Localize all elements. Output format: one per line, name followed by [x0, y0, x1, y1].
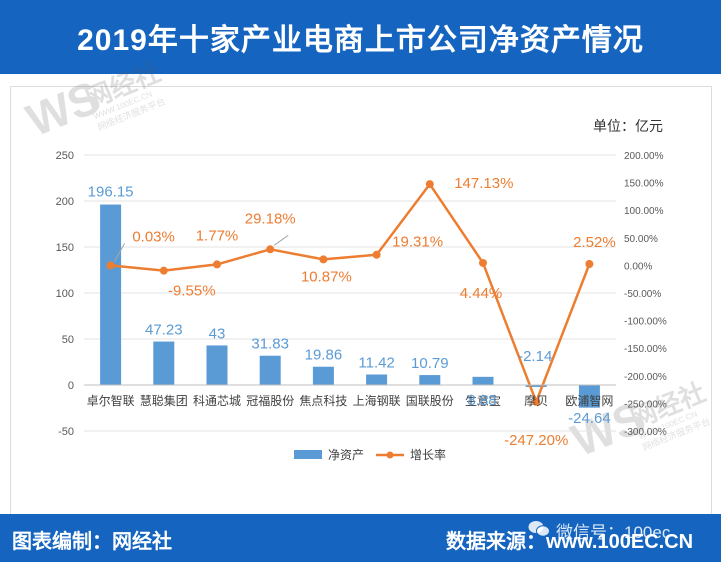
bar-上海钢联: [366, 374, 388, 385]
bar-生意宝: [472, 376, 494, 385]
legend-line-marker: [386, 451, 394, 459]
x-tick-label: 卓尔智联: [87, 393, 135, 408]
growth-point-欧浦智网: [585, 260, 594, 269]
growth-value-label: 147.13%: [454, 175, 513, 192]
watermark-logo-top: WS 网经社 WWW.100EC.CN 网络经济服务平台: [19, 57, 166, 147]
x-tick-label: 生意宝: [465, 393, 501, 408]
right-tick-label: -150.00%: [624, 344, 667, 355]
legend-bar-label: 净资产: [328, 448, 364, 462]
right-tick-label: 200.00%: [624, 151, 664, 162]
left-tick-label: 150: [56, 242, 74, 254]
growth-value-label: -247.20%: [504, 432, 568, 449]
bar-value-label: 19.86: [305, 347, 343, 364]
x-tick-label: 上海钢联: [353, 393, 401, 408]
growth-value-label: 10.87%: [301, 268, 352, 285]
right-tick-label: -100.00%: [624, 317, 667, 328]
bar-value-label: 43: [209, 325, 226, 342]
footer-bar: 图表编制：网经社 数据来源：www.100EC.CN 微信号：100ec: [0, 514, 721, 562]
growth-point-国联股份: [425, 180, 434, 189]
right-tick-label: -50.00%: [624, 289, 661, 300]
growth-point-冠福股份: [266, 245, 275, 254]
bar-焦点科技: [312, 366, 334, 385]
growth-point-卓尔智联: [106, 261, 115, 270]
growth-point-上海钢联: [372, 250, 381, 259]
left-tick-label: 50: [62, 334, 74, 346]
x-tick-label: 冠福股份: [246, 393, 294, 408]
right-tick-label: -200.00%: [624, 372, 667, 383]
bar-冠福股份: [259, 355, 281, 385]
growth-value-label: 4.44%: [460, 285, 503, 302]
bar-国联股份: [419, 375, 441, 385]
left-tick-label: 100: [56, 288, 74, 300]
bar-卓尔智联: [100, 204, 122, 385]
growth-value-label: 29.18%: [245, 210, 296, 227]
growth-value-label: 1.77%: [196, 227, 239, 244]
left-tick-label: 250: [56, 150, 74, 162]
label-leader-line: [273, 234, 289, 246]
growth-point-摩贝: [532, 397, 541, 406]
bar-慧聪集团: [153, 341, 175, 385]
chart-title-banner: 2019年十家产业电商上市公司净资产情况: [0, 0, 721, 74]
bar-科通芯城: [206, 345, 228, 385]
right-tick-label: -300.00%: [624, 427, 667, 438]
growth-value-label: 2.52%: [573, 234, 616, 251]
axes: 250 200 150 100 50 0 -50 200.00% 150.00% 100.00% 5…: [56, 150, 667, 438]
growth-point-科通芯城: [213, 260, 221, 269]
footer-wechat: 微信号：100ec: [556, 523, 671, 542]
unit-label: 单位：亿元: [593, 118, 663, 134]
x-tick-label: 科通芯城: [193, 394, 241, 408]
legend-bar-swatch: [294, 450, 322, 459]
left-tick-label: 200: [56, 196, 74, 208]
right-tick-label: 0.00%: [624, 261, 652, 272]
growth-value-label: -9.55%: [168, 283, 216, 300]
bar-value-label: -2.14: [518, 348, 552, 365]
footer-source: 数据来源：www.100EC.CN: [446, 531, 694, 553]
bar-value-label: 31.83: [251, 336, 289, 353]
right-tick-label: -250.00%: [624, 399, 667, 410]
growth-point-慧聪集团: [159, 266, 168, 275]
line-series: [106, 180, 594, 406]
bar-series: [100, 204, 600, 408]
growth-value-label: 0.03%: [132, 228, 175, 245]
data-labels: 196.15 47.23 43 31.83 19.86 11.42 10.79 8.88 -2.…: [88, 175, 616, 449]
growth-point-生意宝: [479, 258, 487, 267]
footer-credit: 图表编制：网经社: [12, 531, 172, 553]
bar-value-label: 196.15: [88, 184, 134, 201]
growth-value-label: 19.31%: [392, 234, 443, 251]
left-tick-label: -50: [58, 426, 74, 438]
x-tick-label: 慧聪集团: [140, 393, 188, 408]
chart-frame: [10, 86, 712, 516]
chart-title: 2019年十家产业电商上市公司净资产情况: [77, 24, 644, 57]
right-tick-label: 100.00%: [624, 206, 664, 217]
bar-value-label: 10.79: [411, 355, 449, 372]
x-tick-label: 国联股份: [406, 394, 454, 408]
x-tick-label: 焦点科技: [299, 394, 347, 408]
legend-line-label: 增长率: [410, 447, 446, 462]
x-tick-label: 摩贝: [524, 393, 548, 408]
bar-value-label: 11.42: [358, 354, 394, 371]
label-leader-line: [114, 243, 126, 262]
right-tick-label: 50.00%: [624, 234, 658, 245]
gridlines: [84, 154, 616, 432]
growth-rate-line: [110, 182, 591, 404]
x-tick-label: 欧浦智网: [565, 393, 613, 408]
bar-value-label: 8.88: [467, 392, 496, 409]
wechat-icon: [528, 521, 550, 537]
bar-欧浦智网: [578, 385, 600, 408]
left-tick-label: 0: [68, 380, 74, 392]
growth-point-焦点科技: [319, 255, 328, 264]
bar-value-label: 47.23: [145, 322, 183, 339]
bar-摩贝: [525, 385, 547, 387]
bar-value-label: -24.64: [568, 410, 611, 427]
legend: 净资产 增长率: [294, 447, 446, 462]
right-tick-label: 150.00%: [624, 179, 664, 190]
